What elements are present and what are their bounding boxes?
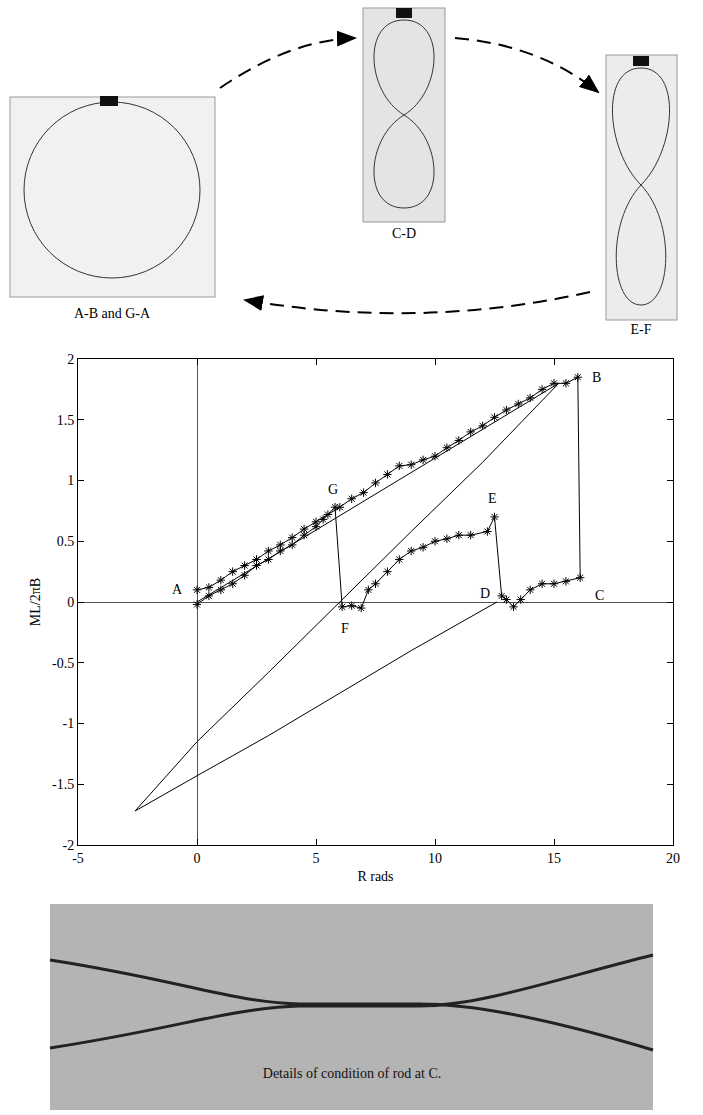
svg-text:F: F (341, 621, 349, 636)
svg-text:20: 20 (666, 851, 680, 866)
svg-text:A: A (172, 582, 183, 597)
svg-text:C: C (595, 588, 604, 603)
svg-text:E: E (488, 491, 497, 506)
svg-text:10: 10 (428, 851, 442, 866)
svg-text:R rads: R rads (357, 869, 393, 884)
svg-text:-1: -1 (63, 716, 75, 731)
svg-text:1: 1 (67, 473, 74, 488)
svg-text:1.5: 1.5 (57, 413, 75, 428)
svg-text:C-D: C-D (392, 226, 416, 241)
svg-text:0: 0 (194, 851, 201, 866)
svg-text:-5: -5 (72, 851, 84, 866)
svg-text:B: B (592, 370, 601, 385)
svg-text:0: 0 (67, 595, 74, 610)
svg-text:0.5: 0.5 (57, 534, 75, 549)
svg-text:A-B and G-A: A-B and G-A (74, 306, 151, 321)
svg-text:-1.5: -1.5 (52, 777, 74, 792)
svg-text:ML/2πB: ML/2πB (28, 578, 43, 626)
svg-text:D: D (480, 586, 490, 601)
svg-text:G: G (328, 482, 338, 497)
svg-text:Details of condition of rod at: Details of condition of rod at C. (263, 1066, 441, 1081)
svg-text:5: 5 (313, 851, 320, 866)
svg-text:-0.5: -0.5 (52, 656, 74, 671)
svg-text:2: 2 (67, 352, 74, 367)
svg-text:15: 15 (547, 851, 561, 866)
svg-text:E-F: E-F (631, 322, 652, 337)
svg-text:-2: -2 (63, 838, 75, 853)
